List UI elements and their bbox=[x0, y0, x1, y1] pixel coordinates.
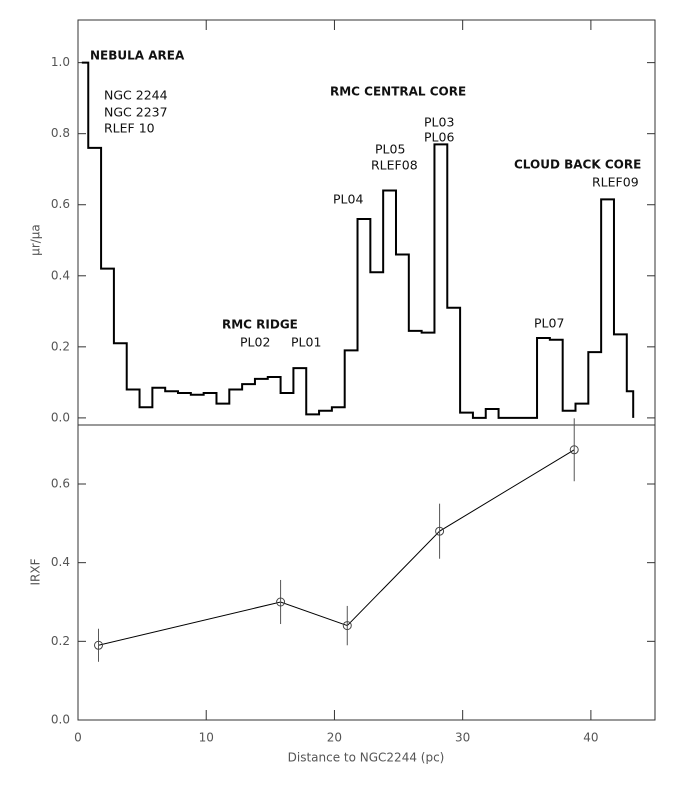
bar bbox=[178, 393, 191, 418]
data-point bbox=[435, 526, 445, 536]
data-point bbox=[94, 640, 104, 650]
annotation: RMC RIDGE bbox=[222, 318, 298, 332]
bar bbox=[434, 144, 447, 418]
data-line bbox=[98, 449, 575, 646]
bar bbox=[576, 404, 589, 418]
annotation: RLEF08 bbox=[371, 158, 418, 173]
bar bbox=[550, 340, 563, 418]
annotation: NGC 2244 bbox=[104, 88, 168, 103]
bar bbox=[101, 269, 114, 418]
bar bbox=[152, 388, 165, 418]
annotation: NEBULA AREA bbox=[90, 49, 185, 63]
bar bbox=[332, 407, 345, 418]
bar bbox=[319, 411, 332, 418]
y-tick-label: 0.2 bbox=[51, 339, 70, 353]
y-tick-label: 0.6 bbox=[51, 477, 70, 491]
x-axis-label: Distance to NGC2244 (pc) bbox=[288, 751, 445, 765]
annotation: CLOUD BACK CORE bbox=[514, 158, 641, 172]
y-tick-label: 0.0 bbox=[51, 410, 70, 424]
annotation: PL06 bbox=[424, 130, 454, 145]
bar bbox=[601, 199, 614, 417]
annotation: PL04 bbox=[333, 192, 363, 207]
data-point bbox=[276, 597, 286, 607]
y-axis-label: μr/μa bbox=[29, 224, 43, 256]
bar bbox=[281, 393, 294, 418]
bar bbox=[268, 377, 281, 418]
y-tick-label: 0.8 bbox=[51, 126, 70, 140]
bar bbox=[358, 219, 371, 418]
bar bbox=[140, 407, 153, 418]
bar bbox=[396, 254, 409, 417]
data-point bbox=[569, 445, 579, 455]
annotation: RLEF 10 bbox=[104, 121, 155, 136]
bar bbox=[537, 338, 550, 418]
y-tick-label: 0.2 bbox=[51, 634, 70, 648]
bar bbox=[191, 395, 204, 418]
annotation: PL02 bbox=[240, 335, 270, 350]
x-tick-label: 20 bbox=[327, 731, 342, 745]
bar bbox=[370, 272, 383, 418]
y-tick-label: 0.0 bbox=[51, 713, 70, 727]
bar bbox=[614, 334, 627, 417]
data-point bbox=[342, 621, 352, 631]
annotation: PL05 bbox=[375, 142, 405, 157]
bar bbox=[165, 391, 178, 418]
y-tick-label: 0.4 bbox=[51, 555, 70, 569]
bar bbox=[383, 191, 396, 418]
x-tick-label: 40 bbox=[583, 731, 598, 745]
bar bbox=[588, 352, 601, 418]
bar bbox=[293, 368, 306, 418]
bottom-frame bbox=[77, 424, 656, 721]
x-tick-label: 10 bbox=[199, 731, 214, 745]
bar bbox=[216, 404, 229, 418]
bar bbox=[563, 411, 576, 418]
annotation: PL01 bbox=[291, 335, 321, 350]
bar bbox=[345, 350, 358, 418]
bar bbox=[422, 333, 435, 418]
bar bbox=[114, 343, 127, 418]
annotation: PL03 bbox=[424, 115, 454, 130]
top-frame bbox=[77, 19, 656, 426]
bar bbox=[486, 409, 499, 418]
bar bbox=[204, 393, 217, 418]
annotation: PL07 bbox=[534, 316, 564, 331]
bar bbox=[242, 384, 255, 418]
annotation: NGC 2237 bbox=[104, 105, 168, 120]
histogram-outline bbox=[81, 61, 635, 419]
bar bbox=[88, 148, 101, 418]
annotation: RLEF09 bbox=[592, 175, 639, 190]
y-tick-label: 0.6 bbox=[51, 197, 70, 211]
x-tick-label: 30 bbox=[455, 731, 470, 745]
y-tick-label: 0.4 bbox=[51, 268, 70, 282]
bar bbox=[447, 308, 460, 418]
y-tick-label: 1.0 bbox=[51, 55, 70, 69]
bar bbox=[229, 389, 242, 417]
y-axis-label: IRXF bbox=[29, 558, 43, 585]
annotation: RMC CENTRAL CORE bbox=[330, 85, 466, 99]
bar bbox=[127, 389, 140, 417]
bar bbox=[255, 379, 268, 418]
x-tick-label: 0 bbox=[74, 731, 82, 745]
bar bbox=[409, 331, 422, 418]
